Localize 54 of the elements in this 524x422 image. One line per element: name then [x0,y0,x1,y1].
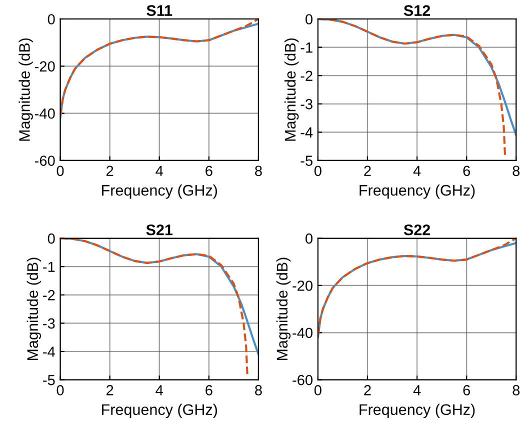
x-tick-label: 8 [512,166,520,176]
y-axis-title: Magnitude (dB) [276,258,291,360]
x-tick-label: 2 [106,385,114,396]
chart-title: S21 [146,224,173,236]
x-tick-label: 6 [463,166,470,176]
x-tick-label: 6 [206,166,212,176]
y-tick-label: -5 [43,375,55,386]
y-tick-label: 0 [48,233,55,244]
y-axis-title: Magnitude (dB) [26,258,42,360]
x-tick-label: 4 [413,385,421,396]
chart-title: S12 [404,5,430,16]
y-tick-label: -3 [300,98,312,110]
line-series [60,238,248,376]
y-tick-label: -4 [300,127,313,138]
x-tick-label: 6 [206,385,212,396]
y-tick-label: -40 [34,108,55,119]
x-tick-label: 4 [413,166,421,176]
x-tick-label: 0 [314,385,322,396]
y-tick-label: -40 [292,328,312,338]
y-tick-label: -2 [300,70,312,81]
x-tick-label: 4 [156,385,163,396]
y-tick-label: -60 [292,374,312,386]
y-tick-label: -1 [300,42,312,53]
x-tick-label: 6 [463,385,470,396]
chart-title: S11 [146,5,172,16]
x-tick-label: 4 [156,166,163,176]
x-axis-title: Frequency (GHz) [102,404,217,418]
x-tick-label: 2 [364,385,371,396]
x-tick-label: 0 [314,166,322,176]
y-tick-label: -20 [292,280,312,291]
x-tick-label: 8 [512,385,520,396]
x-tick-label: 2 [364,166,371,176]
x-tick-label: 2 [106,166,114,176]
x-axis-title: Frequency (GHz) [360,184,475,199]
y-tick-label: -20 [34,61,55,72]
x-tick-label: 0 [56,166,64,176]
y-tick-label: -60 [34,156,55,166]
chart-title: S22 [404,224,430,236]
x-tick-label: 8 [255,385,262,396]
y-tick-label: 0 [306,233,312,244]
x-tick-label: 8 [255,166,262,176]
y-axis-title: Magnitude (dB) [284,38,299,141]
y-tick-label: 0 [306,14,312,24]
x-axis-title: Frequency (GHz) [102,184,217,199]
y-tick-label: -4 [43,346,55,357]
y-tick-label: 0 [48,14,55,24]
y-tick-label: -3 [43,318,55,329]
y-tick-label: -5 [300,156,312,166]
y-axis-title: Magnitude (dB) [18,38,33,141]
x-tick-label: 0 [56,385,64,396]
x-axis-title: Frequency (GHz) [360,404,475,418]
line-series [318,18,506,156]
y-tick-label: -1 [43,262,55,272]
y-tick-label: -2 [43,290,55,300]
